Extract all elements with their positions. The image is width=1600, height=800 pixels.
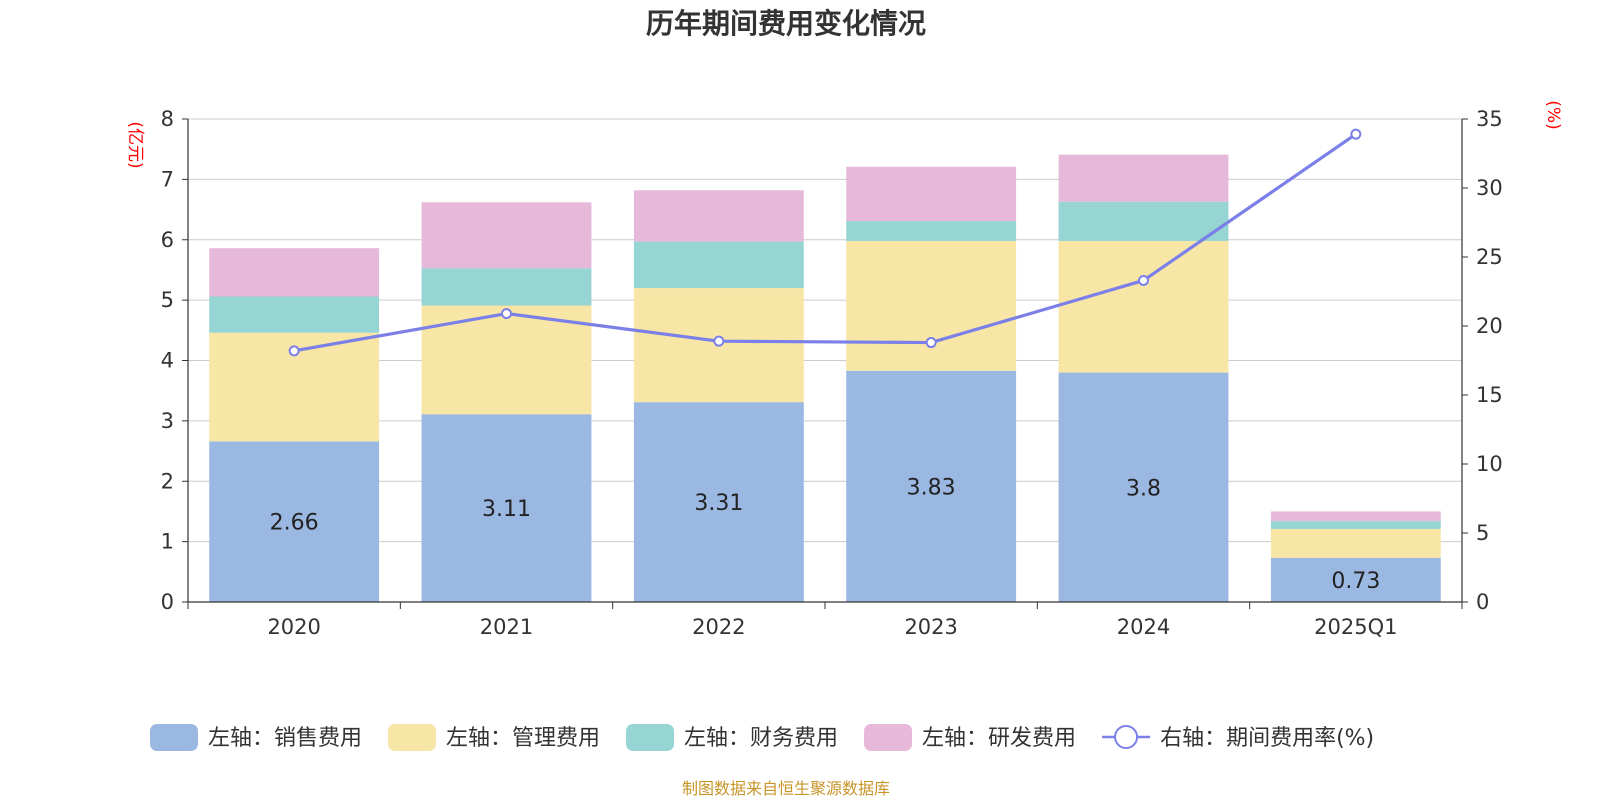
x-tick-label: 2025Q1 (1314, 615, 1397, 639)
bar-segment[interactable] (421, 202, 592, 269)
legend-swatch (626, 724, 675, 751)
right-tick-label: 15 (1476, 383, 1503, 407)
grid-lines (188, 118, 1462, 543)
legend-swatch (388, 724, 437, 751)
legend-item[interactable]: 左轴：管理费用 (388, 724, 600, 751)
left-tick-label: 5 (161, 288, 174, 312)
bar-segment[interactable] (1270, 528, 1441, 558)
left-tick-label: 6 (161, 228, 174, 252)
bar-segment[interactable] (209, 441, 380, 602)
bar-segment[interactable] (1058, 154, 1229, 202)
x-tick-label: 2021 (480, 615, 533, 639)
legend-label: 左轴：管理费用 (446, 726, 600, 751)
data-labels: 2.66 3.11 3.31 3.83 3.8 0.73 (270, 475, 1381, 594)
right-tick-label: 10 (1476, 452, 1503, 476)
x-tick-label: 2024 (1117, 615, 1170, 639)
bar-segment[interactable] (846, 240, 1017, 371)
legend-item[interactable]: 左轴：研发费用 (864, 724, 1076, 751)
bar-segment[interactable] (846, 221, 1017, 241)
right-tick-label: 35 (1476, 107, 1503, 131)
legend-label: 右轴：期间费用率(%) (1160, 726, 1374, 751)
rate-line (288, 128, 1362, 357)
source-note: 制图数据来自恒生聚源数据库 (682, 779, 890, 798)
left-tick-label: 0 (161, 590, 174, 614)
rate-line-path (293, 132, 1357, 353)
bar-segment[interactable] (633, 402, 804, 602)
bar-segment[interactable] (209, 296, 380, 333)
rate-point[interactable] (501, 308, 512, 320)
x-tick-label: 2020 (267, 615, 320, 639)
left-tick-label: 3 (161, 409, 174, 433)
x-tick-label: 2023 (904, 615, 957, 639)
legend[interactable]: 左轴：销售费用 左轴：管理费用 左轴：财务费用 左轴：研发费用 右轴：期间费用率(%) (150, 724, 1374, 751)
bar-segment[interactable] (1058, 372, 1229, 602)
legend-item[interactable]: 右轴：期间费用率(%) (1102, 725, 1374, 751)
bars (209, 154, 1441, 602)
x-tick-label: 2022 (692, 615, 745, 639)
bar-segment[interactable] (1058, 201, 1229, 241)
bar-segment[interactable] (1270, 511, 1441, 522)
bar-segment[interactable] (1058, 240, 1229, 373)
bar-segment[interactable] (1270, 521, 1441, 529)
bar-value-label: 2.66 (270, 511, 319, 536)
right-tick-label: 30 (1476, 176, 1503, 200)
axes: 0 1 2 3 4 5 6 7 8 0 5 10 15 20 25 30 35 2020 2021 2022 2023 2… (161, 107, 1503, 639)
right-tick-label: 5 (1476, 521, 1489, 545)
bar-segment[interactable] (209, 248, 380, 297)
left-tick-label: 7 (161, 167, 174, 191)
legend-swatch (150, 724, 198, 751)
right-tick-label: 25 (1476, 245, 1503, 269)
left-tick-label: 1 (161, 530, 174, 554)
chart-title: 历年期间费用变化情况 (646, 7, 926, 40)
bar-value-label: 0.73 (1331, 569, 1380, 594)
legend-label: 左轴：研发费用 (922, 726, 1076, 751)
legend-circle-icon (1114, 725, 1139, 749)
bar-segment[interactable] (846, 166, 1017, 222)
left-axis-unit: (亿元) (125, 121, 145, 168)
bar-value-label: 3.31 (694, 491, 743, 516)
rate-point[interactable] (713, 335, 725, 347)
bar-segment[interactable] (421, 414, 592, 602)
legend-item[interactable]: 左轴：销售费用 (150, 724, 362, 751)
legend-item[interactable]: 左轴：财务费用 (626, 724, 838, 751)
bar-value-label: 3.83 (907, 475, 956, 500)
bar-value-label: 3.11 (482, 497, 531, 522)
right-axis-unit: (%) (1543, 100, 1563, 129)
rate-point[interactable] (1350, 128, 1362, 140)
left-tick-label: 2 (161, 469, 174, 493)
bar-value-label: 3.8 (1126, 476, 1161, 501)
legend-swatch (864, 724, 913, 751)
legend-label: 左轴：销售费用 (208, 726, 362, 751)
bar-segment[interactable] (633, 241, 804, 289)
bar-segment[interactable] (1270, 557, 1441, 602)
left-tick-label: 8 (161, 107, 174, 131)
rate-point[interactable] (288, 345, 300, 357)
bar-segment[interactable] (846, 370, 1017, 602)
bar-segment[interactable] (421, 268, 592, 306)
rate-point[interactable] (925, 337, 937, 349)
bar-segment[interactable] (633, 190, 804, 242)
right-tick-label: 20 (1476, 314, 1503, 338)
legend-label: 左轴：财务费用 (684, 726, 838, 751)
rate-point[interactable] (1138, 274, 1149, 286)
right-tick-label: 0 (1476, 590, 1489, 614)
left-tick-label: 4 (161, 349, 174, 373)
